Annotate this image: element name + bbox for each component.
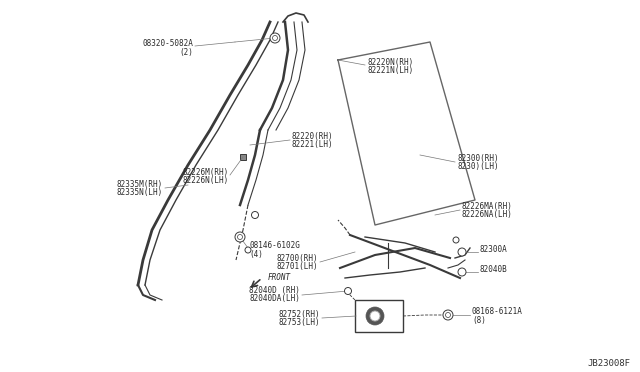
Text: 08320-5082A: 08320-5082A — [142, 39, 193, 48]
Text: 82300(RH): 82300(RH) — [457, 154, 499, 163]
Circle shape — [252, 212, 259, 218]
Circle shape — [458, 248, 466, 256]
Text: JB23008F: JB23008F — [587, 359, 630, 368]
Text: (2): (2) — [179, 48, 193, 57]
Text: 82221(LH): 82221(LH) — [292, 141, 333, 150]
Circle shape — [443, 310, 453, 320]
Circle shape — [344, 288, 351, 295]
Text: 82040DA(LH): 82040DA(LH) — [249, 295, 300, 304]
Text: 82700(RH): 82700(RH) — [276, 254, 318, 263]
Text: 82040B: 82040B — [480, 266, 508, 275]
Text: 82221N(LH): 82221N(LH) — [367, 65, 413, 74]
Text: 82701(LH): 82701(LH) — [276, 263, 318, 272]
Text: 82226M(RH): 82226M(RH) — [183, 167, 229, 176]
Polygon shape — [240, 154, 246, 160]
Text: 8230)(LH): 8230)(LH) — [457, 161, 499, 170]
Text: 82226N(LH): 82226N(LH) — [183, 176, 229, 185]
Text: 82226NA(LH): 82226NA(LH) — [462, 211, 513, 219]
Text: 82335N(LH): 82335N(LH) — [116, 189, 163, 198]
Circle shape — [245, 247, 251, 253]
Text: 82335M(RH): 82335M(RH) — [116, 180, 163, 189]
Text: (4): (4) — [249, 250, 263, 259]
Text: 08168-6121A: 08168-6121A — [472, 308, 523, 317]
Text: 82040D (RH): 82040D (RH) — [249, 286, 300, 295]
Circle shape — [370, 311, 380, 321]
Text: 82753(LH): 82753(LH) — [278, 317, 320, 327]
Circle shape — [235, 232, 245, 242]
Text: 82220N(RH): 82220N(RH) — [367, 58, 413, 67]
Circle shape — [458, 268, 466, 276]
Text: 08146-6102G: 08146-6102G — [249, 241, 300, 250]
Circle shape — [366, 307, 384, 325]
Text: (8): (8) — [472, 315, 486, 324]
Text: 82220(RH): 82220(RH) — [292, 132, 333, 141]
Circle shape — [453, 237, 459, 243]
Text: FRONT: FRONT — [268, 273, 291, 282]
Text: 82752(RH): 82752(RH) — [278, 310, 320, 318]
Circle shape — [270, 33, 280, 43]
Text: 82300A: 82300A — [480, 246, 508, 254]
Text: 82226MA(RH): 82226MA(RH) — [462, 202, 513, 212]
